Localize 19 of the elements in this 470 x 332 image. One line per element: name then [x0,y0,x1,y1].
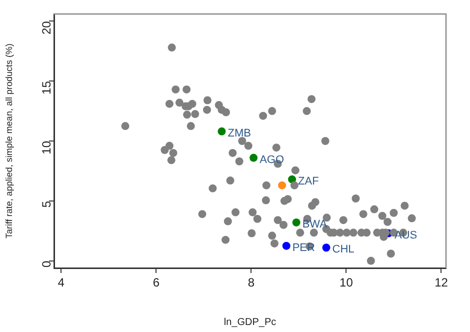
y-tick-label: 0 [39,260,54,268]
x-tick-label: 6 [152,276,160,290]
x-axis-title: ln_GDP_Pc [224,316,276,328]
data-label: AGO [260,154,284,166]
data-label: PER [292,242,316,254]
data-label: BWA [302,218,328,231]
y-tick-label: 5 [39,200,54,208]
data-label: ZMB [228,127,251,140]
y-tick-label: 10 [39,140,54,154]
y-tick-label: 15 [39,80,54,94]
x-tick-label: 10 [340,276,354,290]
x-tick-label: 12 [434,276,448,290]
x-tick-label: 8 [248,276,255,290]
data-label: ZAF [298,175,320,188]
x-tick-label: 4 [58,276,65,290]
y-axis-title: Tariff rate, applied, simple mean, all products (%) [4,44,14,238]
data-label: CHL [332,244,354,256]
data-label: AUS [394,229,418,242]
y-tick-label: 20 [39,20,54,35]
